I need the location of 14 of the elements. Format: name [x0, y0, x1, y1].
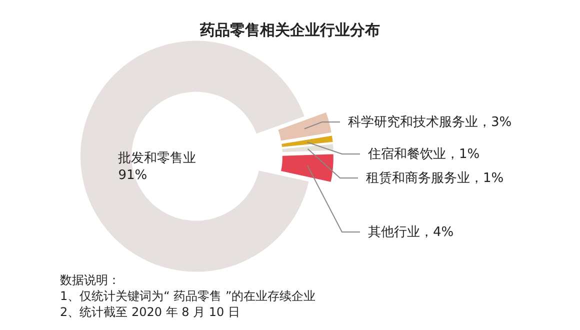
- data-label: ，3%: [478, 115, 512, 130]
- slice-label: 批发和零售业: [118, 150, 196, 166]
- slice-label: 其他行业: [368, 225, 420, 240]
- chart-title: 药品零售相关企业行业分布: [199, 21, 380, 39]
- data-label: ，1%: [446, 147, 480, 162]
- data-label: 91%: [118, 168, 148, 183]
- text: 2、统计截至 2020 年 8 月 10 日: [60, 305, 240, 319]
- slice-label: 科学研究和技术服务业: [348, 115, 478, 130]
- slice-label: 租赁和商务服务业: [366, 171, 470, 186]
- data-label: ，4%: [420, 225, 454, 240]
- text: 1、仅统计关键词为“ 药品零售 ”的在业存续企业: [60, 289, 316, 303]
- data-label: ，1%: [470, 171, 504, 186]
- slice-label: 住宿和餐饮业: [368, 147, 446, 162]
- text: 数据说明：: [60, 273, 120, 287]
